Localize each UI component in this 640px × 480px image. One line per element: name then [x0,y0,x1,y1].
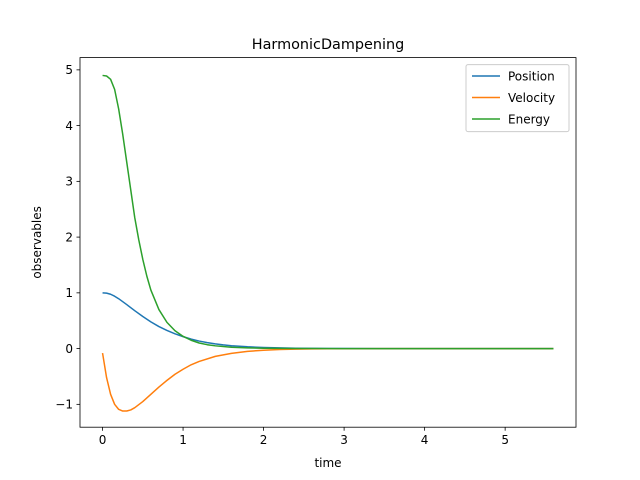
x-tick-label: 3 [340,433,348,447]
series-line-energy [102,74,554,350]
x-tick-label: 2 [260,433,268,447]
y-tick-label: 4 [65,119,73,133]
series-line-velocity [101,347,554,412]
y-tick-label: 1 [65,286,73,300]
y-axis-label: observables [30,206,44,279]
chart-title: HarmonicDampening [252,37,404,53]
legend-items: Position Velocity Energy [472,69,555,126]
y-tick-label: 0 [65,342,73,356]
x-tick-label: 4 [421,433,429,447]
x-tick-label: 0 [99,433,107,447]
plot-frame [79,57,577,428]
ticks-layer: 0 1 2 3 4 5 −1 0 1 2 3 4 5 [55,63,509,447]
legend-frame [465,64,570,133]
x-tick-label: 1 [179,433,187,447]
y-tick-label: 3 [65,175,73,189]
legend-label-velocity: Velocity [508,91,555,105]
x-axis-label: time [314,456,341,470]
series-layer [101,74,554,412]
y-tick-label: 2 [65,230,73,244]
x-tick-label: 5 [501,433,509,447]
series-line-position [102,292,554,350]
legend-label-position: Position [508,69,555,83]
y-tick-label: −1 [55,398,73,412]
legend-label-energy: Energy [508,112,550,126]
y-tick-label: 5 [65,63,73,77]
legend: Position Velocity Energy [465,64,570,133]
